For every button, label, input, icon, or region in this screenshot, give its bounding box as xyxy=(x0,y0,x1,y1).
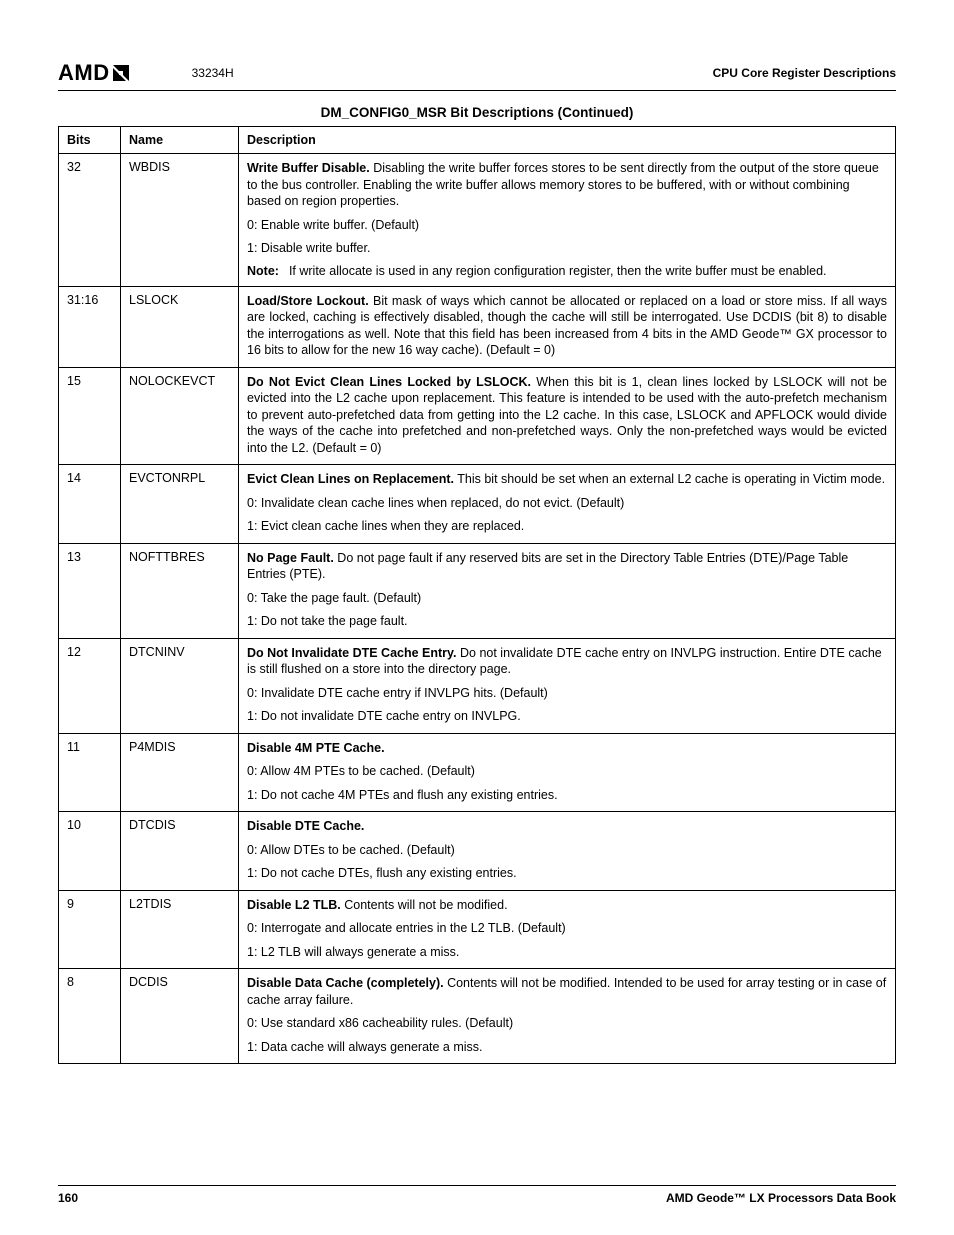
desc-line: 0: Use standard x86 cacheability rules. … xyxy=(247,1015,887,1032)
desc-lead: Do Not Invalidate DTE Cache Entry. xyxy=(247,646,457,660)
desc-line: 1: Disable write buffer. xyxy=(247,240,887,257)
note-text: If write allocate is used in any region … xyxy=(289,264,887,278)
desc-body: This bit should be set when an external … xyxy=(454,472,885,486)
table-row: 11 P4MDIS Disable 4M PTE Cache. 0: Allow… xyxy=(59,733,896,812)
desc-line: 0: Invalidate DTE cache entry if INVLPG … xyxy=(247,685,887,702)
bits-cell: 9 xyxy=(59,890,121,969)
book-title: AMD Geode™ LX Processors Data Book xyxy=(666,1191,896,1205)
note-label: Note: xyxy=(247,264,289,278)
desc-lead: Disable L2 TLB. xyxy=(247,898,341,912)
desc-cell: Disable Data Cache (completely). Content… xyxy=(239,969,896,1064)
name-cell: DCDIS xyxy=(121,969,239,1064)
logo-text: AMD xyxy=(58,60,110,86)
bits-cell: 32 xyxy=(59,154,121,287)
desc-lead: No Page Fault. xyxy=(247,551,334,565)
desc-line: 1: L2 TLB will always generate a miss. xyxy=(247,944,887,961)
desc-cell: Evict Clean Lines on Replacement. This b… xyxy=(239,465,896,544)
table-row: 14 EVCTONRPL Evict Clean Lines on Replac… xyxy=(59,465,896,544)
table-caption: DM_CONFIG0_MSR Bit Descriptions (Continu… xyxy=(58,105,896,120)
bits-cell: 14 xyxy=(59,465,121,544)
bit-description-table: Bits Name Description 32 WBDIS Write Buf… xyxy=(58,126,896,1064)
col-name: Name xyxy=(121,127,239,154)
desc-body: Contents will not be modified. xyxy=(341,898,508,912)
desc-line: 1: Evict clean cache lines when they are… xyxy=(247,518,887,535)
bits-cell: 10 xyxy=(59,812,121,891)
desc-cell: Disable DTE Cache. 0: Allow DTEs to be c… xyxy=(239,812,896,891)
desc-lead: Do Not Evict Clean Lines Locked by LSLOC… xyxy=(247,375,531,389)
name-cell: DTCDIS xyxy=(121,812,239,891)
desc-line: 1: Do not cache 4M PTEs and flush any ex… xyxy=(247,787,887,804)
table-row: 9 L2TDIS Disable L2 TLB. Contents will n… xyxy=(59,890,896,969)
page-footer: 160 AMD Geode™ LX Processors Data Book xyxy=(58,1185,896,1205)
section-title: CPU Core Register Descriptions xyxy=(713,66,896,80)
amd-logo: AMD xyxy=(58,60,132,86)
table-header-row: Bits Name Description xyxy=(59,127,896,154)
name-cell: L2TDIS xyxy=(121,890,239,969)
name-cell: DTCNINV xyxy=(121,638,239,733)
table-row: 8 DCDIS Disable Data Cache (completely).… xyxy=(59,969,896,1064)
table-row: 31:16 LSLOCK Load/Store Lockout. Bit mas… xyxy=(59,286,896,367)
desc-lead: Evict Clean Lines on Replacement. xyxy=(247,472,454,486)
desc-body: Do not page fault if any reserved bits a… xyxy=(247,551,848,582)
bits-cell: 13 xyxy=(59,543,121,638)
col-desc: Description xyxy=(239,127,896,154)
desc-lead: Disable Data Cache (completely). xyxy=(247,976,444,990)
table-row: 15 NOLOCKEVCT Do Not Evict Clean Lines L… xyxy=(59,367,896,465)
desc-line: 1: Do not take the page fault. xyxy=(247,613,887,630)
name-cell: WBDIS xyxy=(121,154,239,287)
desc-line: 1: Data cache will always generate a mis… xyxy=(247,1039,887,1056)
table-row: 32 WBDIS Write Buffer Disable. Disabling… xyxy=(59,154,896,287)
bits-cell: 12 xyxy=(59,638,121,733)
name-cell: LSLOCK xyxy=(121,286,239,367)
desc-line: 0: Take the page fault. (Default) xyxy=(247,590,887,607)
table-row: 12 DTCNINV Do Not Invalidate DTE Cache E… xyxy=(59,638,896,733)
desc-cell: Write Buffer Disable. Disabling the writ… xyxy=(239,154,896,287)
desc-lead: Disable 4M PTE Cache. xyxy=(247,741,385,755)
desc-cell: Do Not Evict Clean Lines Locked by LSLOC… xyxy=(239,367,896,465)
desc-cell: No Page Fault. Do not page fault if any … xyxy=(239,543,896,638)
col-bits: Bits xyxy=(59,127,121,154)
desc-line: 0: Allow 4M PTEs to be cached. (Default) xyxy=(247,763,887,780)
page-header: AMD 33234H CPU Core Register Description… xyxy=(58,60,896,91)
desc-line: 1: Do not invalidate DTE cache entry on … xyxy=(247,708,887,725)
desc-lead: Disable DTE Cache. xyxy=(247,819,364,833)
page-number: 160 xyxy=(58,1191,78,1205)
bits-cell: 8 xyxy=(59,969,121,1064)
desc-line: 1: Do not cache DTEs, flush any existing… xyxy=(247,865,887,882)
table-row: 13 NOFTTBRES No Page Fault. Do not page … xyxy=(59,543,896,638)
table-row: 10 DTCDIS Disable DTE Cache. 0: Allow DT… xyxy=(59,812,896,891)
desc-cell: Do Not Invalidate DTE Cache Entry. Do no… xyxy=(239,638,896,733)
desc-line: 0: Enable write buffer. (Default) xyxy=(247,217,887,234)
name-cell: NOLOCKEVCT xyxy=(121,367,239,465)
bits-cell: 15 xyxy=(59,367,121,465)
desc-cell: Disable 4M PTE Cache. 0: Allow 4M PTEs t… xyxy=(239,733,896,812)
name-cell: EVCTONRPL xyxy=(121,465,239,544)
bits-cell: 11 xyxy=(59,733,121,812)
desc-line: 0: Allow DTEs to be cached. (Default) xyxy=(247,842,887,859)
doc-code: 33234H xyxy=(192,66,713,80)
name-cell: P4MDIS xyxy=(121,733,239,812)
desc-line: 0: Invalidate clean cache lines when rep… xyxy=(247,495,887,512)
name-cell: NOFTTBRES xyxy=(121,543,239,638)
desc-lead: Load/Store Lockout. xyxy=(247,294,369,308)
desc-lead: Write Buffer Disable. xyxy=(247,161,370,175)
desc-cell: Load/Store Lockout. Bit mask of ways whi… xyxy=(239,286,896,367)
desc-line: 0: Interrogate and allocate entries in t… xyxy=(247,920,887,937)
amd-arrow-icon xyxy=(112,64,132,82)
bits-cell: 31:16 xyxy=(59,286,121,367)
desc-cell: Disable L2 TLB. Contents will not be mod… xyxy=(239,890,896,969)
